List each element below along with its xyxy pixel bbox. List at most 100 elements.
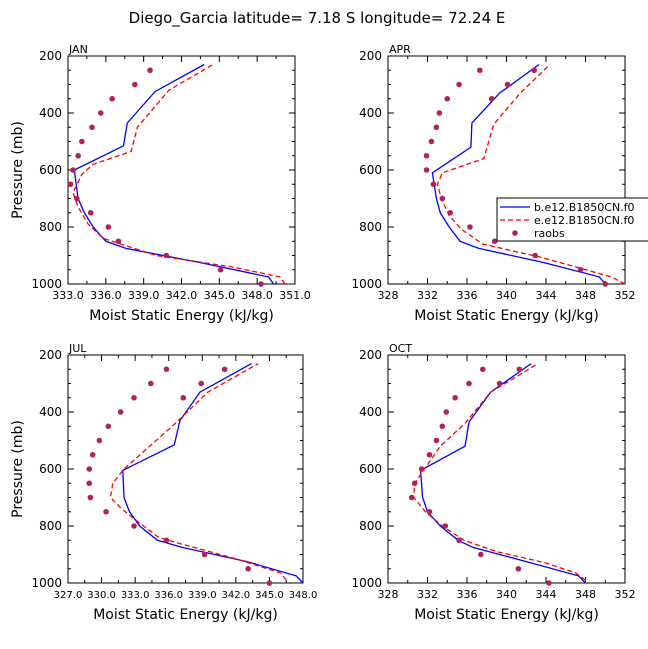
raobs-point xyxy=(87,209,94,216)
raobs-point xyxy=(74,195,80,202)
x-tick-label: 344 xyxy=(536,289,557,302)
panel-label: JUL xyxy=(68,342,87,355)
raobs-point xyxy=(466,380,472,387)
raobs-point xyxy=(163,537,170,544)
raobs-point xyxy=(148,380,154,387)
raobs-point xyxy=(577,266,584,273)
panel-label: JAN xyxy=(68,43,88,56)
x-tick-label: 344 xyxy=(536,588,557,601)
raobs-point xyxy=(442,523,449,529)
legend-box xyxy=(496,197,648,242)
series-line-e xyxy=(436,64,626,285)
y-tick-label: 400 xyxy=(359,405,382,419)
raobs-point xyxy=(198,380,204,387)
y-tick-label: 200 xyxy=(359,348,382,362)
panel-label: APR xyxy=(389,43,411,56)
raobs-point xyxy=(430,181,437,188)
y-tick-label: 800 xyxy=(39,519,62,533)
raobs-point xyxy=(163,366,170,373)
raobs-point xyxy=(439,423,446,430)
y-tick-label: 600 xyxy=(359,462,382,476)
raobs-point xyxy=(444,95,451,102)
y-tick-label: 400 xyxy=(359,106,382,120)
y-tick-label: 1000 xyxy=(31,277,62,291)
x-tick-label: 351.0 xyxy=(279,289,311,302)
x-tick-label: 332 xyxy=(417,289,438,302)
raobs-point xyxy=(439,195,446,202)
raobs-point xyxy=(132,81,138,88)
raobs-point xyxy=(423,152,430,159)
x-axis-label: Moist Static Energy (kJ/kg) xyxy=(89,308,274,324)
raobs-point xyxy=(180,394,187,401)
raobs-point xyxy=(131,523,137,529)
raobs-point xyxy=(480,366,486,373)
x-axis-label: Moist Static Energy (kJ/kg) xyxy=(414,308,599,324)
raobs-point xyxy=(86,480,93,487)
legend-label: raobs xyxy=(534,227,565,240)
raobs-point xyxy=(602,281,609,287)
raobs-point xyxy=(504,81,511,88)
raobs-point xyxy=(496,380,503,387)
raobs-point xyxy=(70,167,76,173)
x-tick-label: 352 xyxy=(615,289,636,302)
raobs-point xyxy=(433,124,440,131)
raobs-point xyxy=(163,252,170,259)
y-tick-label: 1000 xyxy=(351,576,382,590)
raobs-point xyxy=(87,494,94,501)
series-line-b xyxy=(431,63,606,285)
raobs-point xyxy=(147,67,153,74)
raobs-point xyxy=(456,537,462,544)
raobs-point xyxy=(418,466,425,472)
raobs-point xyxy=(423,167,430,173)
series-line-e xyxy=(109,363,287,581)
raobs-point xyxy=(115,238,122,245)
raobs-point xyxy=(488,95,495,102)
raobs-point xyxy=(245,565,251,572)
raobs-point xyxy=(217,266,224,273)
legend-label: e.e12.B1850CN.f0 xyxy=(534,214,634,227)
x-tick-label: 345.0 xyxy=(204,289,236,302)
x-tick-label: 339.0 xyxy=(128,289,160,302)
raobs-point xyxy=(221,366,228,373)
y-tick-label: 400 xyxy=(39,405,62,419)
x-tick-label: 328 xyxy=(378,588,399,601)
x-tick-label: 342.0 xyxy=(222,590,251,601)
x-tick-label: 345.0 xyxy=(255,590,284,601)
raobs-point xyxy=(426,451,433,458)
y-tick-label: 200 xyxy=(39,49,62,63)
x-tick-label: 348 xyxy=(575,289,596,302)
y-tick-label: 800 xyxy=(359,220,382,234)
x-tick-label: 340 xyxy=(496,588,517,601)
raobs-point xyxy=(89,124,95,131)
raobs-point xyxy=(109,95,115,102)
series-line-e xyxy=(413,363,586,581)
raobs-point xyxy=(258,281,264,287)
raobs-point xyxy=(103,508,109,515)
y-tick-label: 600 xyxy=(39,462,62,476)
figure-title: Diego_Garcia latitude= 7.18 S longitude=… xyxy=(129,9,506,28)
x-tick-label: 348.0 xyxy=(241,289,273,302)
y-tick-label: 800 xyxy=(359,519,382,533)
raobs-point xyxy=(201,551,208,558)
y-axis-label: Pressure (mb) xyxy=(10,420,26,518)
y-axis-label: Pressure (mb) xyxy=(10,121,26,219)
x-axis-label: Moist Static Energy (kJ/kg) xyxy=(414,607,599,623)
y-tick-label: 1000 xyxy=(31,576,62,590)
raobs-point xyxy=(467,224,473,230)
y-tick-label: 200 xyxy=(359,49,382,63)
x-tick-label: 340 xyxy=(496,289,517,302)
x-tick-label: 336.0 xyxy=(154,590,183,601)
raobs-point xyxy=(531,67,537,74)
x-tick-label: 336 xyxy=(457,289,478,302)
x-tick-label: 348 xyxy=(575,588,596,601)
raobs-point xyxy=(477,67,483,74)
raobs-point xyxy=(266,580,273,586)
raobs-point xyxy=(456,81,462,88)
raobs-point xyxy=(97,110,104,116)
